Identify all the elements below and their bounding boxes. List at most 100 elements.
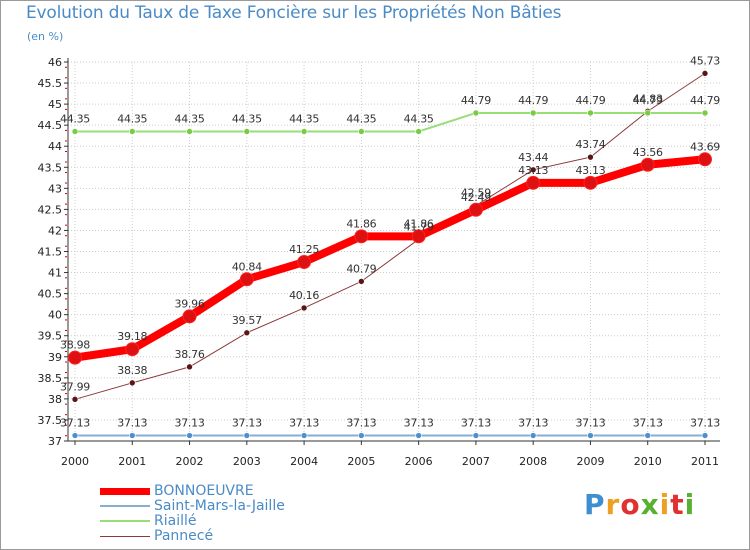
data-point-riaille <box>415 128 422 135</box>
y-tick-label: 44.5 <box>38 119 63 132</box>
data-point-saint-mars-la-jaille <box>128 432 136 439</box>
data-label-saint-mars-la-jaille: 37.13 <box>633 417 663 430</box>
y-tick-label: 39 <box>48 351 62 364</box>
data-label-saint-mars-la-jaille: 37.13 <box>117 417 147 430</box>
data-point-saint-mars-la-jaille <box>472 432 480 439</box>
data-point-bonnoeuvre <box>182 309 197 324</box>
data-point-pannece <box>701 70 709 77</box>
data-point-riaille <box>587 109 594 117</box>
data-point-pannece <box>243 329 251 337</box>
data-point-bonnoeuvre <box>640 157 655 172</box>
data-point-riaille <box>644 109 652 117</box>
data-label-bonnoeuvre: 39.96 <box>175 297 205 310</box>
x-tick-label: 2000 <box>61 455 89 468</box>
data-point-saint-mars-la-jaille <box>529 432 537 439</box>
data-point-saint-mars-la-jaille <box>644 432 652 439</box>
data-label-saint-mars-la-jaille: 37.13 <box>518 417 548 430</box>
x-tick-label: 2007 <box>462 455 490 468</box>
data-point-saint-mars-la-jaille <box>186 432 193 439</box>
series-line-pannece <box>74 72 706 400</box>
data-label-bonnoeuvre: 41.86 <box>404 217 434 230</box>
chart-title: Evolution du Taux de Taxe Foncière sur l… <box>26 3 562 23</box>
data-label-saint-mars-la-jaille: 37.13 <box>575 417 605 430</box>
series-line-riaille <box>74 111 706 133</box>
data-point-bonnoeuvre <box>411 229 426 244</box>
data-label-pannece: 40.79 <box>346 262 376 275</box>
data-point-bonnoeuvre <box>354 229 369 244</box>
legend-swatch-riaille <box>100 520 150 522</box>
y-tick-label: 46 <box>48 56 62 69</box>
y-tick-label: 45 <box>48 98 62 111</box>
legend-label-pannece: Pannecé <box>154 528 214 544</box>
x-tick-label: 2005 <box>347 455 375 468</box>
data-label-bonnoeuvre: 39.18 <box>117 330 147 343</box>
data-label-riaille: 44.35 <box>117 112 147 125</box>
y-tick-label: 38.5 <box>38 372 63 385</box>
data-point-pannece <box>529 166 537 174</box>
data-label-saint-mars-la-jaille: 37.13 <box>60 417 90 430</box>
data-point-bonnoeuvre <box>583 175 598 190</box>
x-tick-label: 2011 <box>691 455 719 468</box>
y-tick-label: 37.5 <box>38 414 63 427</box>
data-point-bonnoeuvre <box>526 175 541 190</box>
data-point-bonnoeuvre <box>239 272 254 287</box>
y-tick-label: 42.5 <box>38 203 63 216</box>
data-point-bonnoeuvre <box>125 342 140 357</box>
y-tick-label: 40.5 <box>38 288 63 301</box>
data-label-saint-mars-la-jaille: 37.13 <box>232 417 262 430</box>
data-label-pannece: 38.38 <box>117 364 147 377</box>
data-point-riaille <box>71 128 79 135</box>
data-point-pannece <box>186 363 193 371</box>
data-label-bonnoeuvre: 43.69 <box>690 140 720 153</box>
y-tick-label: 41 <box>48 267 62 280</box>
data-label-bonnoeuvre: 43.56 <box>633 146 663 159</box>
x-tick-label: 2009 <box>576 455 604 468</box>
data-point-riaille <box>358 128 365 135</box>
y-tick-label: 45.5 <box>38 77 63 90</box>
y-tick-label: 40 <box>48 309 62 322</box>
x-tick-label: 2003 <box>233 455 261 468</box>
data-point-saint-mars-la-jaille <box>587 432 594 439</box>
legend-swatch-saint-mars-la-jaille <box>100 505 150 507</box>
legend-label-riaille: Riaillé <box>154 513 197 529</box>
data-label-pannece: 43.74 <box>575 138 605 151</box>
x-tick-label: 2004 <box>290 455 318 468</box>
data-point-saint-mars-la-jaille <box>415 432 422 439</box>
legend-swatch-pannece <box>100 536 150 537</box>
data-point-saint-mars-la-jaille <box>71 432 79 439</box>
data-point-saint-mars-la-jaille <box>701 432 709 439</box>
data-point-riaille <box>472 109 480 117</box>
x-tick-label: 2001 <box>118 455 146 468</box>
data-label-pannece: 42.59 <box>461 187 491 200</box>
data-label-bonnoeuvre: 38.98 <box>60 339 90 352</box>
data-point-bonnoeuvre <box>68 350 82 365</box>
data-label-riaille: 44.35 <box>404 112 434 125</box>
y-tick-label: 44 <box>48 140 62 153</box>
data-label-saint-mars-la-jaille: 37.13 <box>289 417 319 430</box>
data-label-riaille: 44.35 <box>175 112 205 125</box>
data-label-saint-mars-la-jaille: 37.13 <box>690 417 720 430</box>
data-label-pannece: 43.44 <box>518 151 548 164</box>
data-label-pannece: 37.99 <box>60 380 90 393</box>
data-point-riaille <box>186 128 193 135</box>
data-point-riaille <box>300 128 308 135</box>
x-tick-label: 2008 <box>519 455 547 468</box>
x-tick-label: 2010 <box>634 455 662 468</box>
data-label-saint-mars-la-jaille: 37.13 <box>346 417 376 430</box>
data-label-riaille: 44.79 <box>575 94 605 107</box>
data-label-pannece: 44.83 <box>633 92 663 105</box>
data-label-saint-mars-la-jaille: 37.13 <box>175 417 205 430</box>
data-label-riaille: 44.79 <box>461 94 491 107</box>
data-label-bonnoeuvre: 40.84 <box>232 260 262 273</box>
data-point-pannece <box>587 153 594 161</box>
data-label-bonnoeuvre: 43.13 <box>575 164 605 177</box>
y-tick-label: 39.5 <box>38 330 63 343</box>
data-label-riaille: 44.79 <box>518 94 548 107</box>
chart-subtitle: (en %) <box>27 30 64 43</box>
data-point-bonnoeuvre <box>297 255 312 270</box>
data-label-bonnoeuvre: 42.49 <box>461 191 491 204</box>
x-tick-label: 2006 <box>405 455 433 468</box>
y-tick-label: 37 <box>48 435 62 448</box>
data-label-riaille: 44.79 <box>690 94 720 107</box>
